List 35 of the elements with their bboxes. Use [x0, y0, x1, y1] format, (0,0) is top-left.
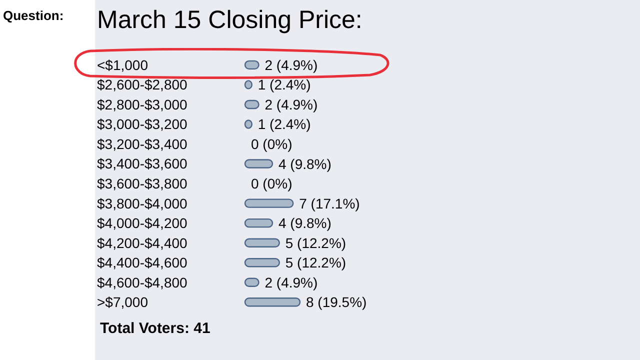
bar — [244, 238, 280, 248]
data-label: 7 (17.1%) — [299, 195, 360, 212]
data-label: 5 (12.2%) — [285, 254, 346, 271]
y-tick-label: $4,600-$4,800 — [97, 274, 188, 290]
y-tick-label: $4,000-$4,200 — [97, 215, 188, 232]
data-label: 2 (4.9%) — [264, 96, 318, 112]
data-label: 4 (9.8%) — [278, 156, 332, 172]
y-tick-label: $4,200-$4,400 — [97, 234, 188, 251]
y-tick-label: $3,800-$4,000 — [97, 195, 188, 212]
bar — [244, 198, 294, 208]
y-tick-label: $3,000-$3,200 — [97, 116, 188, 132]
chart-title: March 15 Closing Price: — [97, 6, 362, 35]
y-tick-label: $4,400-$4,600 — [97, 254, 188, 271]
bar — [244, 218, 274, 228]
y-tick-label: $2,800-$3,000 — [97, 96, 188, 112]
bar — [244, 159, 274, 168]
text: Question: — [3, 8, 64, 23]
y-tick-label: $3,400-$3,600 — [97, 156, 188, 172]
data-label: 4 (9.8%) — [278, 215, 332, 232]
bar — [244, 298, 301, 307]
text: Total Voters: 41 — [100, 320, 210, 337]
bar — [244, 258, 280, 268]
y-tick-label: $3,200-$3,400 — [97, 136, 188, 152]
y-tick-label: $2,600-$2,800 — [97, 76, 188, 93]
data-label: 1 (2.4%) — [258, 116, 311, 132]
y-tick-label: >$7,000 — [97, 294, 148, 310]
data-label: 1 (2.4%) — [258, 76, 311, 93]
data-label: 5 (12.2%) — [285, 234, 346, 251]
data-label: 0 (0%) — [251, 136, 292, 152]
y-tick-label: <$1,000 — [97, 56, 148, 73]
data-label: 8 (19.5%) — [306, 294, 367, 310]
data-label: 2 (4.9%) — [264, 274, 318, 290]
data-label: 0 (0%) — [251, 176, 292, 192]
y-tick-label: $3,600-$3,800 — [97, 176, 188, 192]
data-label: 2 (4.9%) — [264, 56, 318, 73]
